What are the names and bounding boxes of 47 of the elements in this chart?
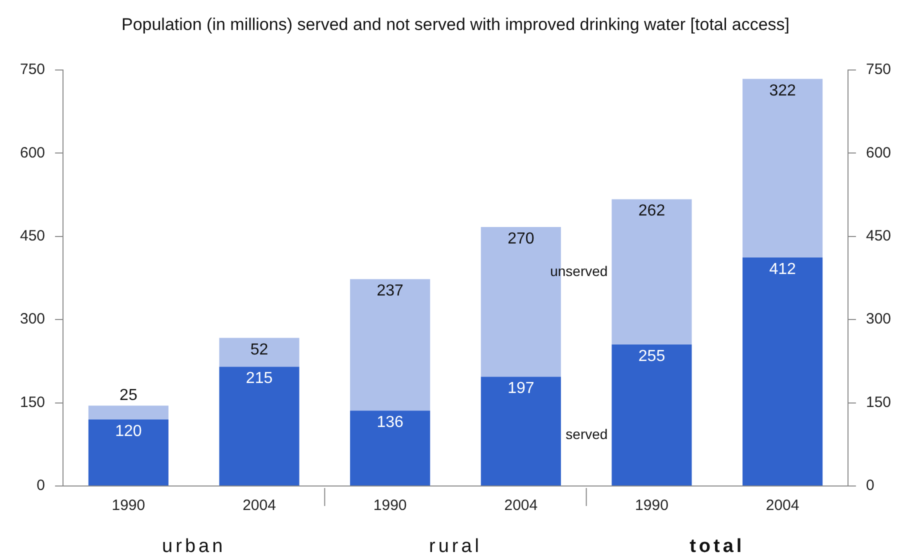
x-tick-label: 2004 (766, 497, 800, 514)
y-tick-label: 600 (20, 144, 46, 162)
series-label: served (566, 426, 608, 442)
x-tick-label: 1990 (112, 497, 146, 514)
bar (88, 419, 168, 486)
bar (219, 338, 300, 367)
chart-title: Population (in millions) served and not served with improved drinking water [total access] (121, 15, 790, 34)
bar (480, 376, 561, 486)
y2-tick-label: 150 (866, 394, 892, 411)
bar (612, 199, 692, 345)
x-tick-label: 2004 (242, 497, 276, 514)
y-tick-label: 450 (20, 228, 46, 245)
y-tick-label: 0 (36, 477, 46, 494)
text: urban (162, 536, 226, 557)
y-tick-label: 300 (20, 310, 46, 328)
y2-tick-label: 600 (866, 144, 892, 162)
data-label: 412 (769, 260, 796, 278)
text: total (690, 536, 745, 557)
data-label: 270 (508, 230, 534, 248)
bar (742, 78, 823, 258)
text: rural (428, 536, 482, 557)
data-label: 120 (115, 422, 142, 440)
data-label: 322 (769, 82, 796, 100)
bar (612, 344, 692, 486)
y-tick-label: 750 (20, 61, 46, 78)
bar (350, 410, 430, 486)
bar (742, 257, 823, 486)
y2-tick-label: 300 (866, 310, 892, 328)
x-tick-label: 1990 (635, 497, 668, 514)
y-tick-label: 150 (20, 394, 46, 411)
bar (350, 279, 430, 411)
data-label: 25 (120, 386, 138, 404)
data-label: 215 (246, 370, 273, 388)
y2-tick-label: 0 (866, 477, 874, 494)
y2-tick-label: 450 (866, 228, 892, 245)
data-label: 262 (638, 202, 666, 220)
data-label: 52 (250, 341, 268, 358)
x-tick-label: 1990 (373, 497, 407, 514)
y2-tick-label: 750 (866, 61, 892, 78)
data-label: 136 (376, 414, 404, 431)
x-tick-label: 2004 (504, 497, 538, 514)
series-label: unserved (550, 262, 608, 279)
bar (219, 366, 300, 486)
bar (88, 406, 168, 420)
data-label: 197 (508, 380, 534, 398)
data-label: 255 (638, 348, 666, 365)
data-label: 237 (376, 282, 404, 300)
